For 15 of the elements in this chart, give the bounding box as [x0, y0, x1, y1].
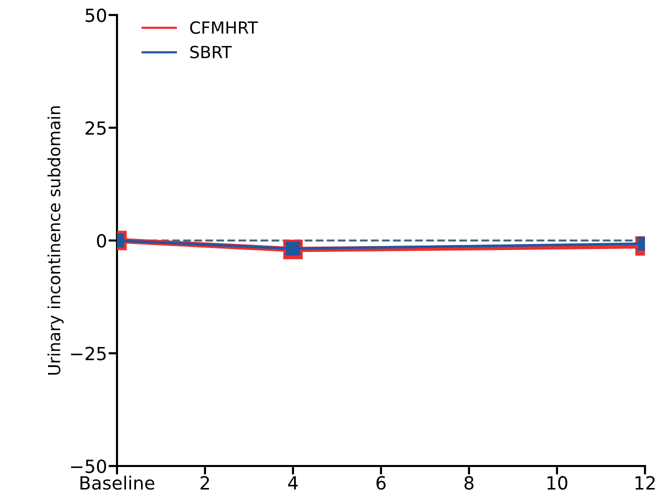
y-tick-label: 50: [86, 8, 106, 22]
y-tick-label: 0: [96, 234, 106, 248]
x-tick-label: Baseline: [80, 476, 154, 490]
y-tick-label: 25: [86, 121, 106, 135]
y-axis-title: Urinary incontinence subdomain: [47, 106, 64, 375]
x-tick-label: 2: [200, 476, 209, 490]
x-tick-label: 8: [464, 476, 474, 490]
y-tick-label: −50: [71, 459, 106, 474]
legend-label: CFMHRT: [190, 21, 258, 34]
x-tick-label: 4: [288, 476, 298, 490]
legend-label: SBRT: [190, 46, 232, 58]
x-tick-label: 12: [635, 476, 655, 490]
x-tick-label: 10: [547, 476, 568, 490]
x-tick-label: 6: [376, 476, 386, 490]
y-tick-label: −25: [71, 346, 106, 360]
